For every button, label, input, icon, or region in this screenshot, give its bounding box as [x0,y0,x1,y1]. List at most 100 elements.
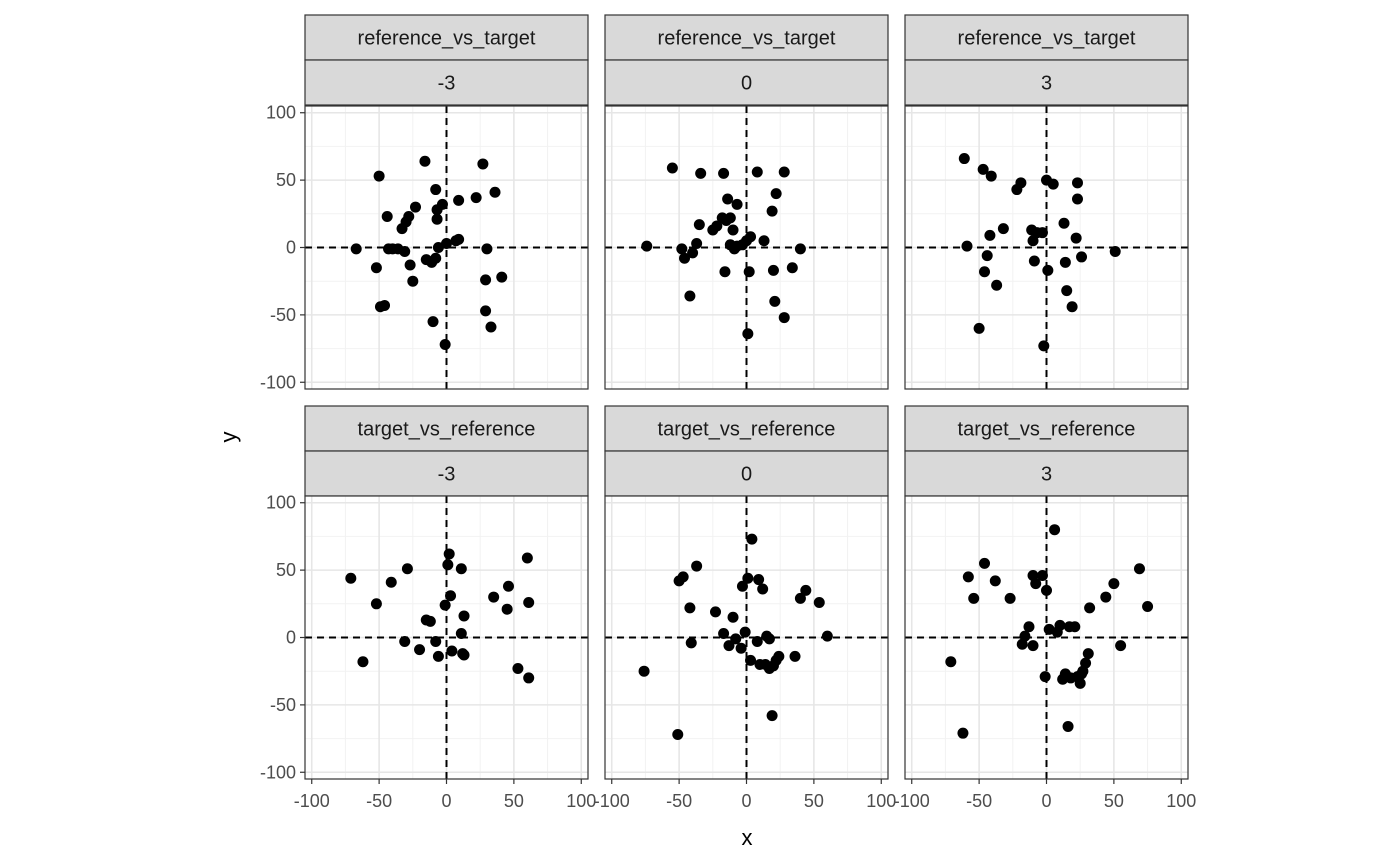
data-point [789,650,801,662]
data-point [501,603,513,615]
facet-strip-top-label: reference_vs_target [958,28,1136,50]
facet-strip-top [904,405,1189,452]
data-point [958,153,970,165]
data-point [677,571,689,583]
data-point [981,250,993,262]
facet-strip-bottom-label: 3 [1041,73,1052,95]
data-point [350,243,362,255]
x-tick-label: 0 [741,791,751,811]
x-tick-label: 50 [1104,791,1124,811]
data-point [1041,584,1052,596]
data-point [443,548,455,560]
data-point [666,162,678,174]
data-point [1047,178,1059,190]
data-point [1059,256,1071,268]
data-point [745,654,757,666]
data-point [676,243,688,255]
y-tick-label: -100 [260,372,296,392]
data-point [399,246,411,258]
data-point [403,211,415,223]
data-point [731,198,743,210]
data-point [794,243,806,255]
data-point [769,295,781,307]
data-point [370,598,382,610]
y-tick-label: -50 [270,695,296,715]
data-point [481,243,493,255]
data-point [1108,578,1120,590]
data-point [458,610,470,622]
data-point [684,602,696,614]
data-point [766,710,778,722]
data-point [1061,285,1073,297]
data-point [430,184,442,196]
data-point [763,633,775,645]
data-point [357,656,369,668]
data-point [399,636,411,648]
data-point [773,650,785,662]
data-point [957,727,969,739]
data-point [778,312,790,324]
data-point [718,167,730,179]
data-point [684,290,696,302]
data-point [794,592,806,604]
data-point [1066,301,1078,313]
data-point [1039,671,1051,683]
data-point [710,606,722,618]
data-point [432,650,444,662]
data-point [502,580,514,592]
data-point [485,321,497,333]
data-point [722,193,734,205]
data-point [973,322,985,334]
data-point [441,237,452,249]
data-point [945,656,957,668]
data-point [742,328,754,340]
data-point [991,279,1003,291]
facet-strip-top-label: reference_vs_target [358,28,536,50]
data-point [743,266,755,278]
data-point [979,266,991,278]
data-point [770,188,782,200]
x-tick-label: 50 [804,791,824,811]
data-point [1004,592,1016,604]
data-point [723,640,735,652]
data-point [962,571,974,583]
data-point [1142,601,1154,613]
data-point [751,636,763,648]
y-tick-label: 50 [276,560,296,580]
panel-border [904,105,1189,390]
data-point [1030,578,1042,590]
data-point [968,592,980,604]
data-point [989,575,1001,587]
data-point [442,559,454,571]
x-tick-label: 100 [1166,791,1196,811]
data-point [401,563,413,575]
data-point [1036,570,1048,582]
facet-strip-top-label: target_vs_reference [658,419,836,441]
data-point [1062,720,1074,732]
data-point [961,240,973,252]
facet-strip-bottom [904,59,1189,106]
facet-strip-bottom-label: 3 [1041,464,1052,486]
data-point [1058,217,1070,229]
data-point [1069,621,1081,633]
data-point [410,201,422,213]
data-point [687,247,699,259]
data-point [778,166,790,178]
y-tick-label: -100 [260,762,296,782]
data-point [1042,264,1054,276]
data-point [1080,657,1092,669]
data-point [470,192,482,204]
data-point [439,339,451,351]
data-point [523,672,535,684]
y-tick-label: 50 [276,170,296,190]
data-point [730,633,742,645]
data-point [641,240,653,252]
data-point [455,563,467,575]
y-tick-label: 0 [286,238,296,258]
data-point [679,252,691,264]
data-point [1109,246,1121,258]
data-point [813,596,825,608]
data-point [1082,648,1094,660]
facet-strip-bottom [604,59,889,106]
x-tick-label: 100 [566,791,596,811]
